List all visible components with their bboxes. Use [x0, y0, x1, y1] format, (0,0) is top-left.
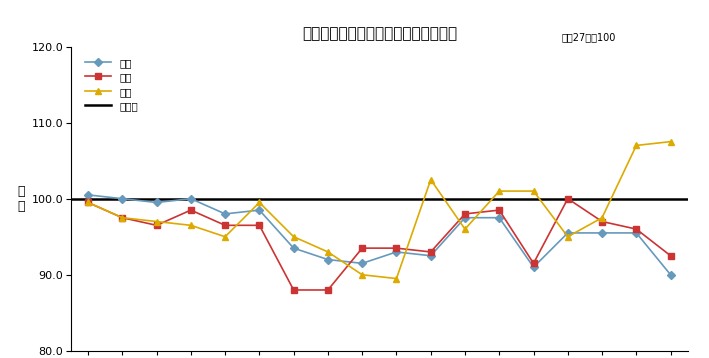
Legend: 生産, 出荷, 在庫, 基準線: 生産, 出荷, 在庫, 基準線	[82, 55, 142, 115]
Text: 指
数: 指 数	[18, 185, 26, 213]
Title: 鉱工業指数の推移（季節調整済指数）: 鉱工業指数の推移（季節調整済指数）	[302, 26, 457, 41]
Text: 平成27年＝100: 平成27年＝100	[562, 32, 615, 42]
